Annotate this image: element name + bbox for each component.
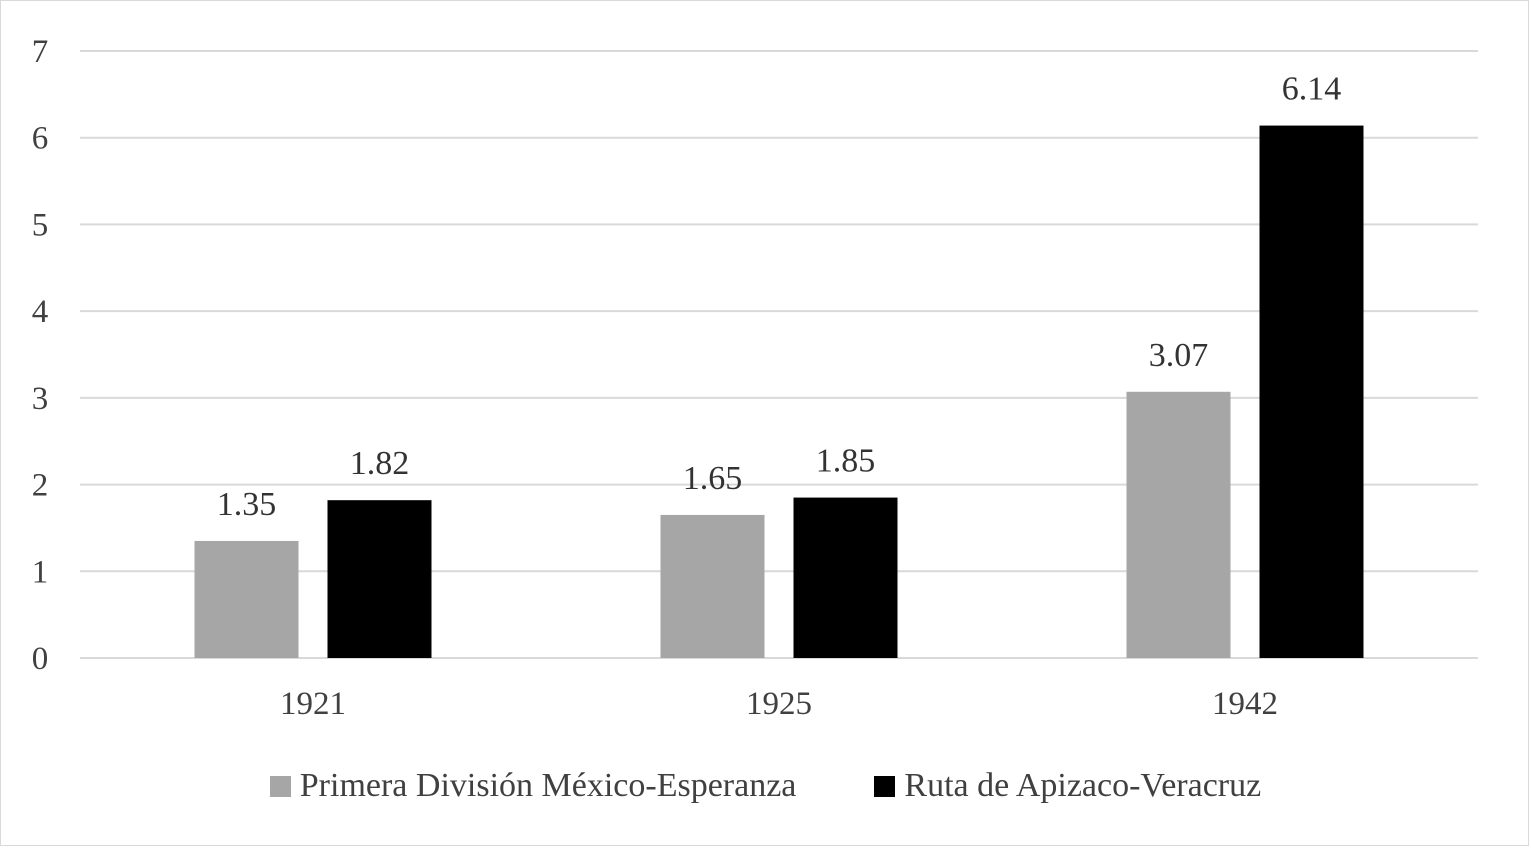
data-label: 1.35	[217, 486, 277, 523]
data-label: 6.14	[1282, 71, 1342, 108]
bar-1925-series-1	[793, 497, 898, 658]
bar-1921-series-0	[194, 540, 299, 658]
y-tick-label: 2	[32, 468, 49, 504]
y-tick-label: 3	[32, 381, 49, 417]
bar-1925-series-0	[660, 514, 765, 658]
y-tick-label: 6	[32, 121, 49, 157]
x-axis-ticks: 1921 1925 1942	[280, 686, 1278, 722]
y-tick-label: 5	[32, 207, 49, 243]
y-tick-label: 1	[32, 554, 49, 590]
bar-1942-series-1	[1259, 125, 1364, 659]
x-tick-label: 1921	[280, 686, 346, 722]
data-label: 1.65	[683, 460, 743, 497]
bar-1942-series-0	[1126, 391, 1231, 658]
x-tick-label: 1925	[746, 686, 812, 722]
legend-label-ruta-apizaco: Ruta de Apizaco-Veracruz	[904, 767, 1262, 804]
x-tick-label: 1942	[1212, 686, 1278, 722]
gridlines	[80, 50, 1478, 659]
y-axis-ticks: 0 1 2 3 4 5 6 7	[32, 34, 49, 677]
y-tick-label: 0	[32, 641, 49, 677]
data-label: 1.85	[816, 443, 876, 480]
data-label: 1.82	[350, 445, 410, 482]
legend-item-ruta-apizaco: Ruta de Apizaco-Veracruz	[874, 767, 1261, 805]
legend-item-primera-division: Primera División México-Esperanza	[269, 767, 797, 805]
bar-1921-series-1	[327, 500, 432, 658]
bars	[194, 125, 1364, 659]
data-labels: 1.35 1.82 1.65 1.85 3.07 6.14	[217, 71, 1342, 523]
y-tick-label: 4	[32, 294, 49, 330]
legend-swatch-ruta-apizaco	[874, 775, 896, 797]
y-tick-label: 7	[32, 34, 49, 70]
legend: Primera División México-Esperanza Ruta d…	[0, 758, 1531, 814]
legend-swatch-primera-division	[269, 775, 291, 797]
legend-label-primera-division: Primera División México-Esperanza	[299, 767, 797, 804]
data-label: 3.07	[1149, 337, 1209, 374]
